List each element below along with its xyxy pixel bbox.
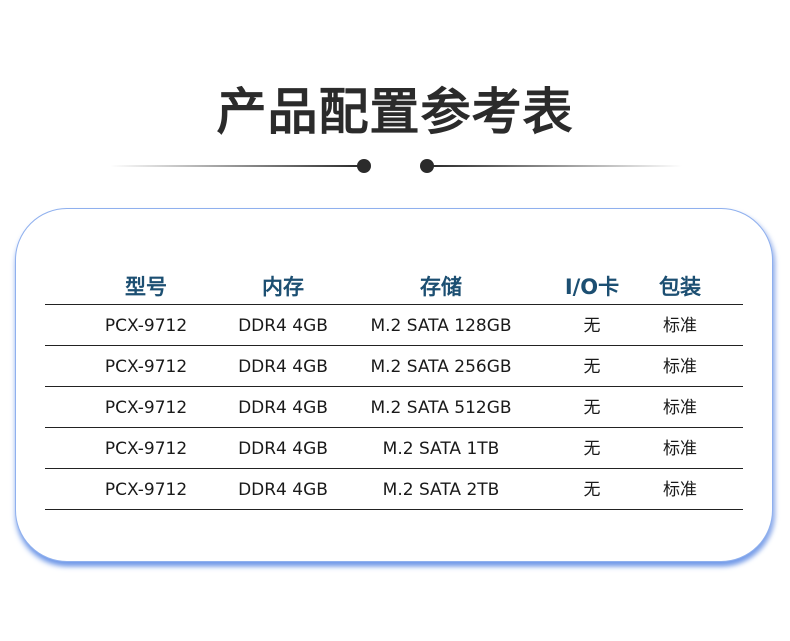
cell-memory: DDR4 4GB (238, 357, 328, 377)
divider-left (110, 165, 360, 167)
cell-packaging: 标准 (663, 357, 697, 377)
cell-storage: M.2 SATA 1TB (382, 439, 500, 459)
table-row: PCX-9712 DDR4 4GB M.2 SATA 256GB 无 标准 (45, 346, 743, 387)
divider-right (432, 165, 682, 167)
cell-io-card: 无 (583, 316, 601, 336)
table-row: PCX-9712 DDR4 4GB M.2 SATA 1TB 无 标准 (45, 428, 743, 469)
header-memory: 内存 (262, 275, 304, 299)
header-io-card: I/O卡 (564, 275, 620, 299)
header-model: 型号 (125, 275, 167, 299)
header-packaging: 包装 (659, 275, 701, 299)
cell-packaging: 标准 (663, 316, 697, 336)
cell-packaging: 标准 (663, 398, 697, 418)
table-row: PCX-9712 DDR4 4GB M.2 SATA 128GB 无 标准 (45, 305, 743, 346)
cell-memory: DDR4 4GB (238, 398, 328, 418)
cell-storage: M.2 SATA 256GB (370, 357, 512, 377)
cell-memory: DDR4 4GB (238, 439, 328, 459)
table-header: 型号 内存 存储 I/O卡 包装 (45, 268, 743, 305)
divider-dot-left (357, 159, 371, 173)
cell-model: PCX-9712 (104, 439, 188, 459)
cell-storage: M.2 SATA 128GB (370, 316, 512, 336)
cell-model: PCX-9712 (104, 480, 188, 500)
cell-memory: DDR4 4GB (238, 480, 328, 500)
cell-packaging: 标准 (663, 480, 697, 500)
page-title: 产品配置参考表 (216, 83, 574, 141)
table-row: PCX-9712 DDR4 4GB M.2 SATA 512GB 无 标准 (45, 387, 743, 428)
header-storage: 存储 (420, 275, 462, 299)
cell-io-card: 无 (583, 398, 601, 418)
divider-dot-right (420, 159, 434, 173)
cell-model: PCX-9712 (104, 398, 188, 418)
cell-storage: M.2 SATA 2TB (382, 480, 500, 500)
cell-storage: M.2 SATA 512GB (370, 398, 512, 418)
cell-io-card: 无 (583, 357, 601, 377)
config-card (15, 208, 773, 562)
cell-io-card: 无 (583, 480, 601, 500)
cell-packaging: 标准 (663, 439, 697, 459)
table-row: PCX-9712 DDR4 4GB M.2 SATA 2TB 无 标准 (45, 469, 743, 510)
cell-model: PCX-9712 (104, 357, 188, 377)
cell-model: PCX-9712 (104, 316, 188, 336)
config-table: 型号 内存 存储 I/O卡 包装 PCX-9712 DDR4 4GB M.2 SAT… (45, 268, 743, 510)
cell-io-card: 无 (583, 439, 601, 459)
cell-memory: DDR4 4GB (238, 316, 328, 336)
